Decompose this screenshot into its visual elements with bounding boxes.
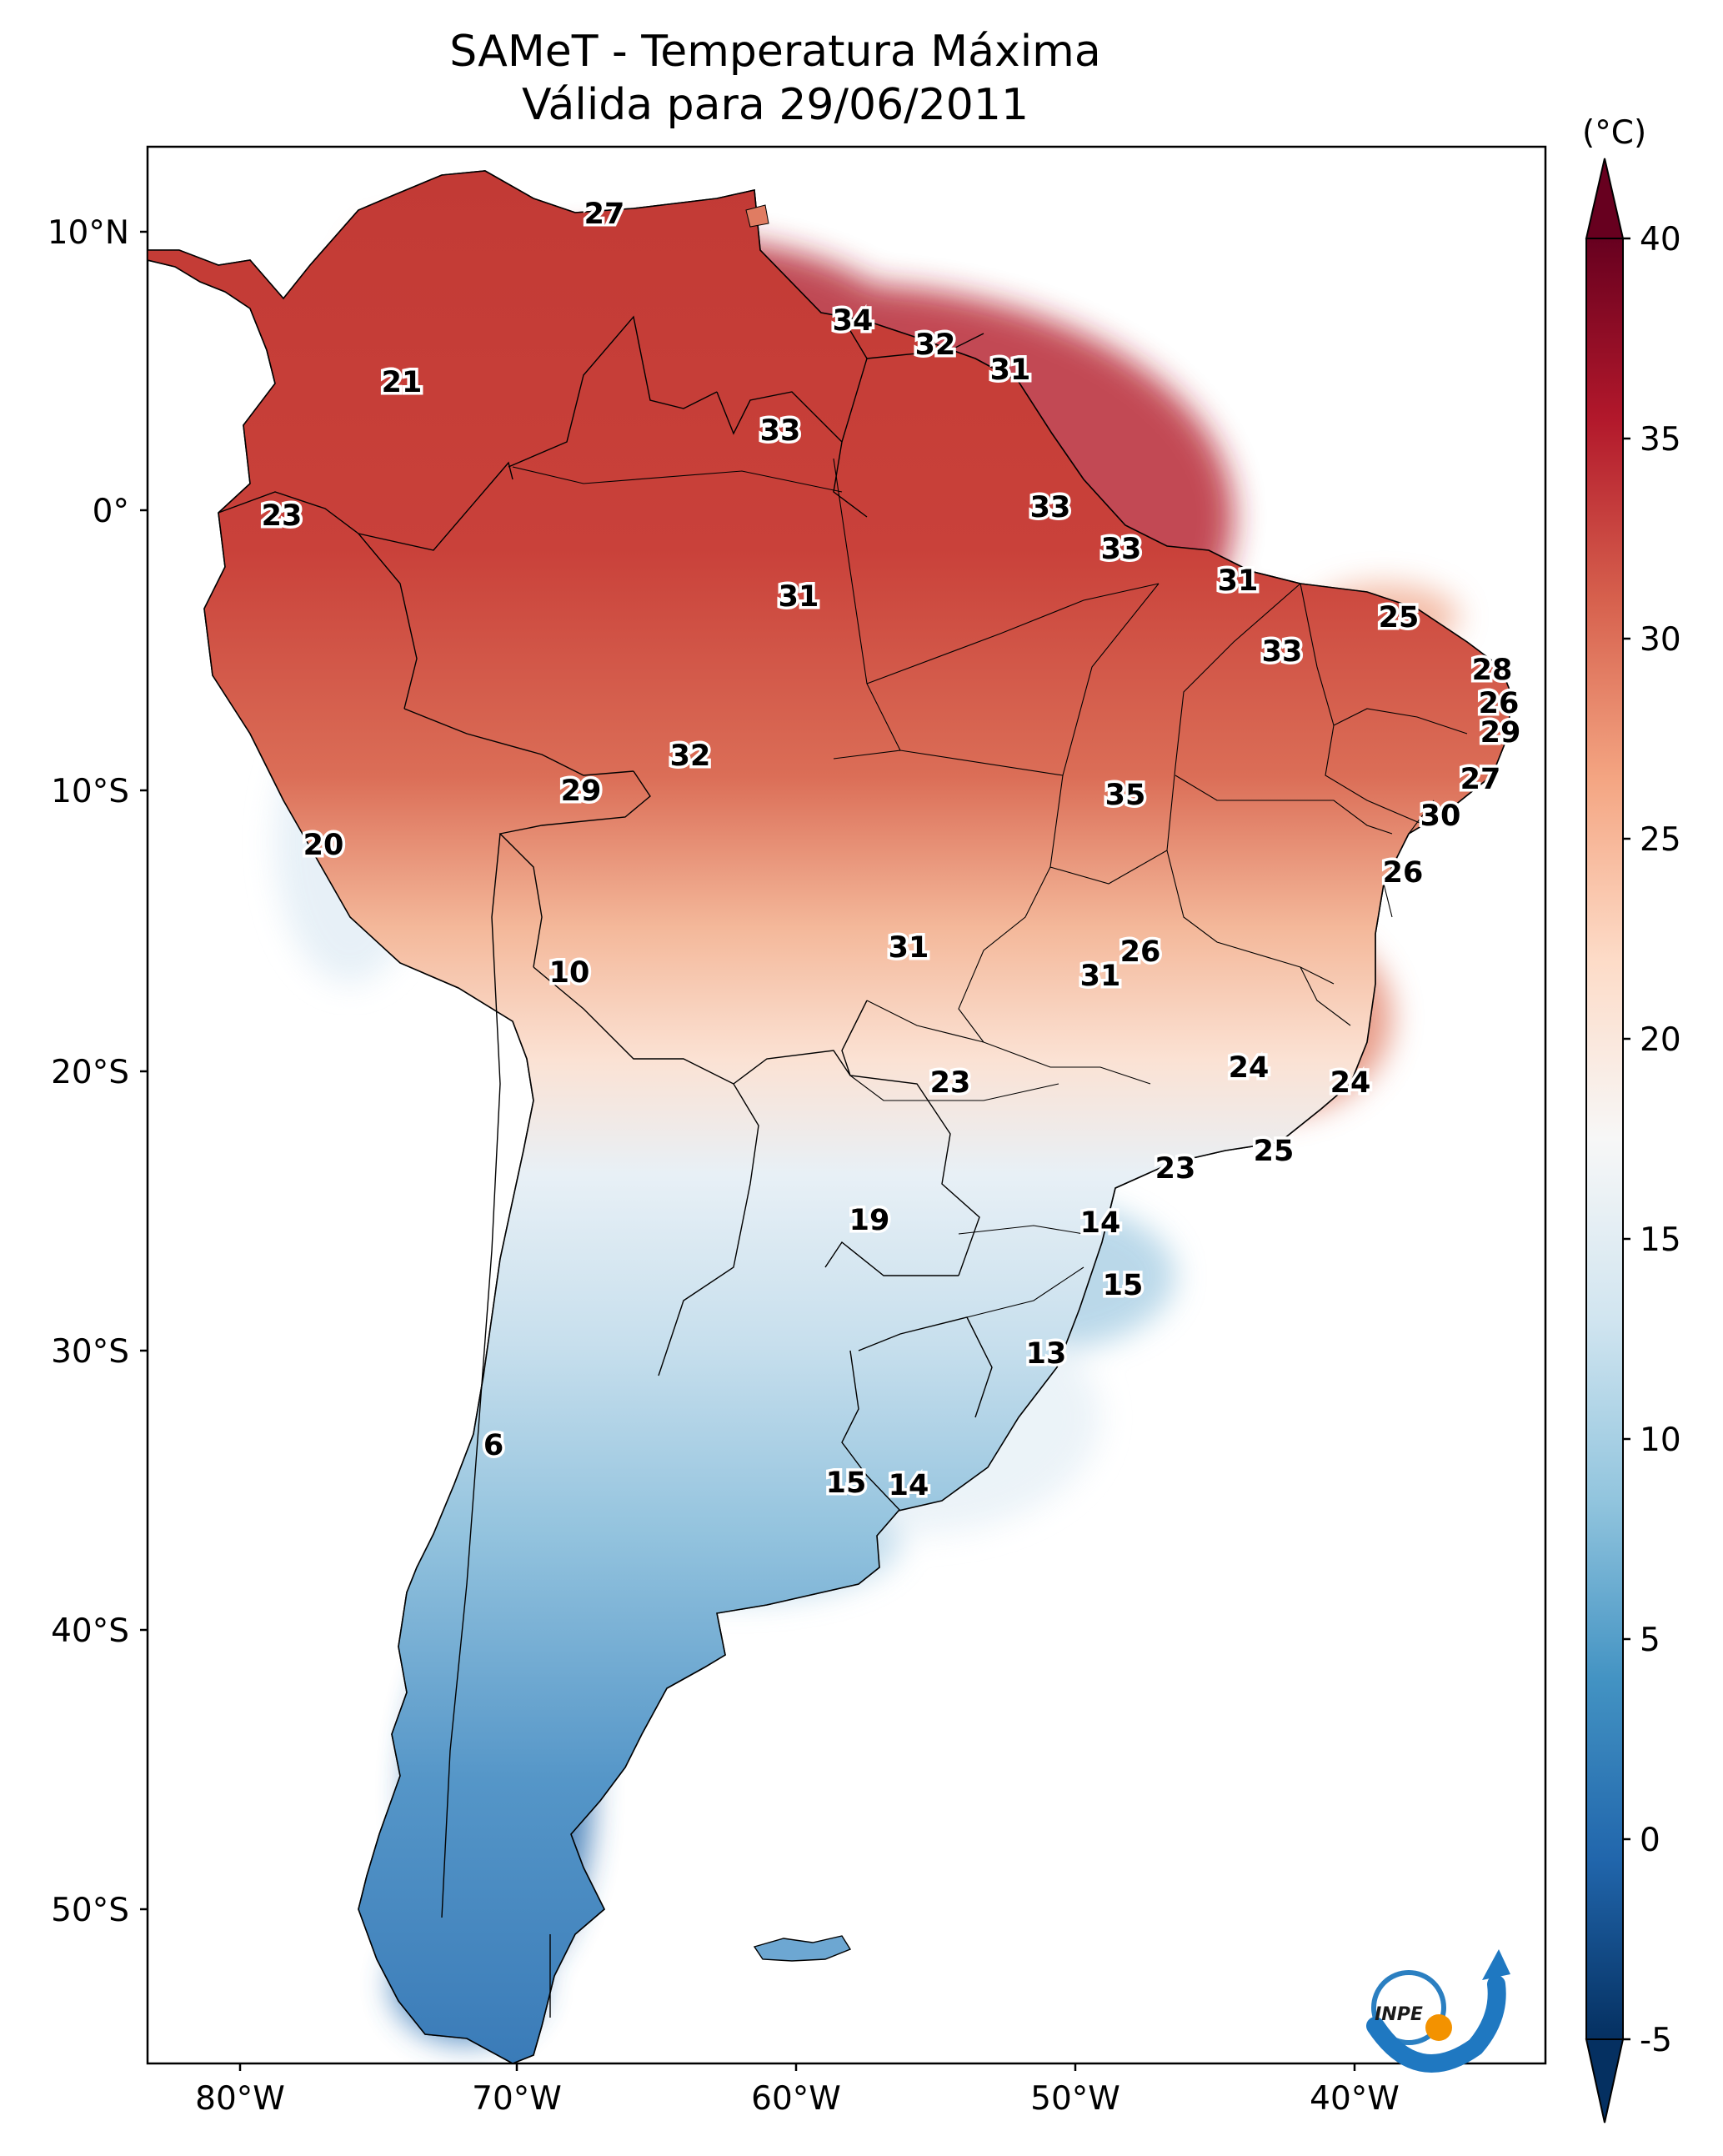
colorbar-tick-label: 30 [1640,621,1681,659]
contour-label: 14 [1080,1206,1121,1240]
contour-label: 15 [826,1467,867,1500]
colorbar-tick-label: 10 [1640,1421,1681,1459]
contour-label: 35 [1105,779,1146,812]
contour-label: 26 [1120,935,1161,969]
lat-tick-label: 50°S [51,1892,129,1929]
contour-label: 27 [584,198,625,231]
contour-label: 10 [549,956,590,990]
lon-tick-label: 50°W [1030,2080,1120,2118]
contour-label: 31 [990,353,1031,387]
contour-label: 14 [889,1469,929,1502]
colorbar-tick-label: 0 [1640,1822,1660,1859]
contour-label: 23 [1155,1152,1196,1186]
contour-label: 19 [849,1204,890,1237]
colorbar-tick-label: 20 [1640,1021,1681,1059]
lat-tick-label: 10°S [51,773,129,810]
latitude-tick-labels: 10°N 0° 10°S 20°S 30°S 40°S 50°S [48,214,129,1929]
falkland-islands [753,1935,852,1962]
colorbar-tick-label: 15 [1640,1221,1681,1259]
lon-tick-label: 70°W [472,2080,562,2118]
colorbar: 40 35 30 25 20 15 10 5 0 -5 (°C) [1582,114,1681,2123]
colorbar-max-extend [1585,158,1625,239]
map-title: SAMeT - Temperatura Máxima [449,27,1101,77]
lat-tick-label: 0° [93,493,129,530]
contour-label: 31 [889,931,929,965]
contour-labels: 27 34 32 31 21 33 23 33 33 31 31 25 33 2… [258,195,1524,1506]
colorbar-tick-label: 40 [1640,221,1681,258]
colorbar-ticks [1623,237,1630,2041]
longitude-axis [238,2063,1356,2071]
contour-label: 20 [303,829,344,862]
contour-label: 6 [483,1429,503,1462]
contour-label: 24 [1229,1051,1270,1085]
map-subtitle: Válida para 29/06/2011 [521,80,1029,130]
colorbar-tick-label: 25 [1640,821,1681,859]
contour-label: 27 [1460,763,1501,796]
contour-label: 34 [833,304,874,338]
contour-label: 13 [1026,1337,1067,1371]
contour-label: 28 [1472,654,1513,687]
contour-label: 23 [262,499,303,533]
lon-tick-label: 60°W [751,2080,841,2118]
contour-label: 32 [915,328,956,362]
colorbar-tick-label: 35 [1640,421,1681,459]
contour-label: 30 [1420,800,1461,833]
lon-tick-label: 80°W [195,2080,285,2118]
lat-tick-label: 40°S [51,1612,129,1650]
state-borders [512,458,1468,1318]
inpe-logo: INPE [1366,1949,1510,2073]
contour-label: 24 [1330,1066,1371,1100]
continent-layer [148,170,1511,2063]
colorbar-tick-labels: 40 35 30 25 20 15 10 5 0 -5 [1640,221,1681,2059]
colorbar-tick-label: 5 [1640,1622,1660,1659]
contour-label: 21 [382,366,423,399]
contour-label: 31 [1218,564,1259,598]
contour-label: 31 [1080,960,1121,993]
lat-tick-label: 20°S [51,1054,129,1091]
colorbar-min-extend [1585,2038,1625,2123]
contour-label: 33 [760,414,801,448]
lat-tick-label: 10°N [48,214,129,252]
contour-label: 26 [1479,687,1520,720]
contour-label: 26 [1383,856,1424,890]
longitude-tick-labels: 80°W 70°W 60°W 50°W 40°W [195,2080,1400,2118]
lat-tick-label: 30°S [51,1333,129,1371]
lon-tick-label: 40°W [1310,2080,1400,2118]
contour-label: 32 [670,740,711,773]
colorbar-tick-label: -5 [1640,2022,1672,2059]
colorbar-unit-label: (°C) [1582,114,1646,152]
contour-label: 33 [1262,635,1303,669]
contour-label: 29 [561,775,602,808]
contour-label: 31 [779,580,819,614]
contour-label: 33 [1030,491,1071,524]
contour-label: 33 [1101,533,1142,566]
contour-label: 29 [1480,716,1521,750]
contour-label: 23 [930,1066,971,1100]
contour-label: 25 [1254,1135,1295,1168]
contour-label: 15 [1103,1269,1144,1302]
contour-label: 25 [1379,601,1420,634]
logo-text: INPE [1375,2004,1423,2025]
colorbar-bar [1585,238,1624,2040]
trinidad-island [745,204,769,228]
latitude-axis [140,230,148,1911]
